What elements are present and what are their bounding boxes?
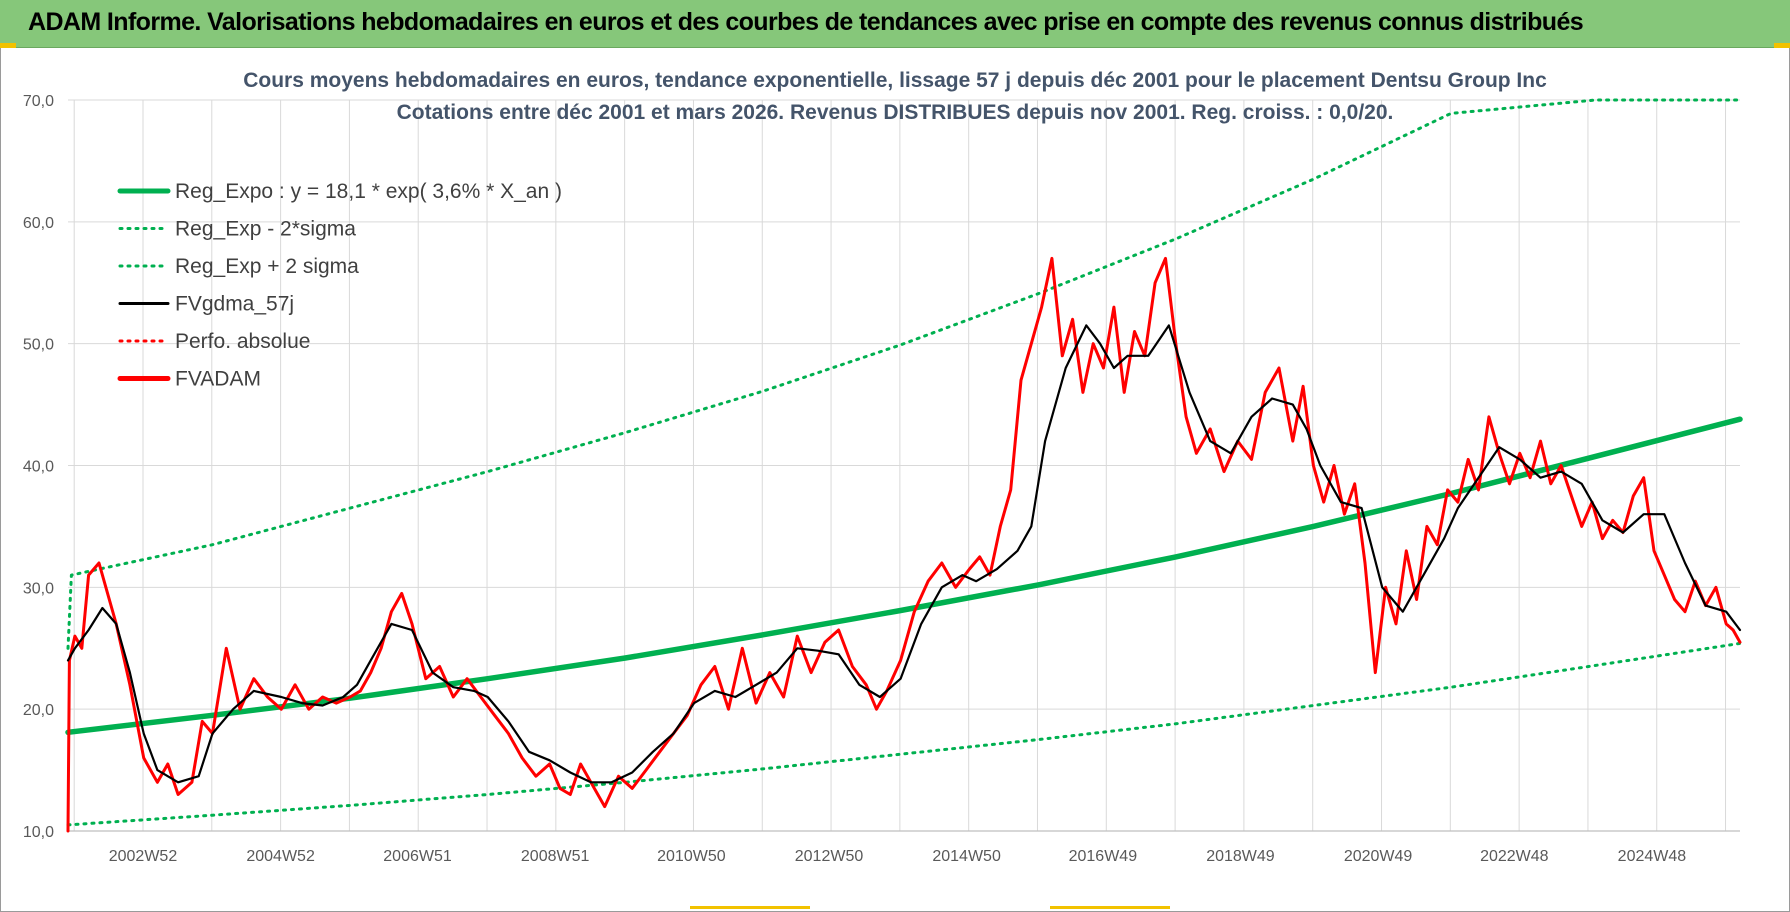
legend-label: FVgdma_57j bbox=[175, 293, 294, 316]
y-tick-label: 20,0 bbox=[23, 702, 54, 719]
x-tick-label: 2024W48 bbox=[1618, 848, 1687, 865]
corner-marker-top-left bbox=[0, 43, 16, 48]
bottom-marker-left bbox=[690, 906, 810, 909]
legend: Reg_Expo : y = 18,1 * exp( 3,6% * X_an )… bbox=[117, 180, 562, 391]
x-tick-label: 2012W50 bbox=[795, 848, 864, 865]
x-tick-label: 2016W49 bbox=[1069, 848, 1138, 865]
y-axis-ticks: 10,0 20,0 30,0 40,0 50,0 60,0 70,0 bbox=[23, 93, 54, 841]
x-tick-label: 2018W49 bbox=[1206, 848, 1275, 865]
y-tick-label: 40,0 bbox=[23, 459, 54, 476]
chart-title: Cours moyens hebdomadaires en euros, ten… bbox=[243, 69, 1547, 92]
banner-title: ADAM Informe. Valorisations hebdomadaire… bbox=[28, 8, 1584, 36]
series-line-2 bbox=[66, 98, 1742, 650]
legend-label: FVADAM bbox=[175, 368, 261, 391]
corner-marker-top-right bbox=[1774, 43, 1790, 48]
x-tick-label: 2008W51 bbox=[521, 848, 590, 865]
gridlines bbox=[68, 99, 1740, 832]
y-tick-label: 70,0 bbox=[23, 93, 54, 110]
x-tick-label: 2022W48 bbox=[1480, 848, 1549, 865]
x-tick-label: 2002W52 bbox=[109, 848, 178, 865]
x-tick-label: 2010W50 bbox=[657, 848, 726, 865]
y-tick-label: 30,0 bbox=[23, 580, 54, 597]
bottom-marker-right bbox=[1050, 906, 1170, 909]
x-tick-label: 2006W51 bbox=[383, 848, 452, 865]
x-tick-label: 2020W49 bbox=[1344, 848, 1413, 865]
series-lines bbox=[65, 98, 1743, 833]
y-tick-label: 60,0 bbox=[23, 215, 54, 232]
banner: ADAM Informe. Valorisations hebdomadaire… bbox=[0, 0, 1790, 48]
legend-label: Reg_Exp + 2 sigma bbox=[175, 255, 359, 278]
line-chart: 10,0 20,0 30,0 40,0 50,0 60,0 70,0 2002W52 2004… bbox=[23, 69, 1743, 865]
series-line-3 bbox=[66, 324, 1742, 784]
series-line-1 bbox=[66, 641, 1742, 827]
x-tick-label: 2014W50 bbox=[932, 848, 1001, 865]
chart-subtitle: Cotations entre déc 2001 et mars 2026. R… bbox=[397, 101, 1394, 124]
legend-label: Perfo. absolue bbox=[175, 330, 310, 353]
y-tick-label: 50,0 bbox=[23, 337, 54, 354]
series-line-5 bbox=[66, 256, 1742, 833]
legend-label: Reg_Expo : y = 18,1 * exp( 3,6% * X_an ) bbox=[175, 180, 562, 203]
series-line-0 bbox=[65, 416, 1743, 736]
x-axis-ticks: 2002W52 2004W52 2006W51 2008W51 2010W50 2012W… bbox=[109, 848, 1687, 865]
legend-label: Reg_Exp - 2*sigma bbox=[175, 218, 356, 241]
x-tick-label: 2004W52 bbox=[246, 848, 315, 865]
y-tick-label: 10,0 bbox=[23, 824, 54, 841]
